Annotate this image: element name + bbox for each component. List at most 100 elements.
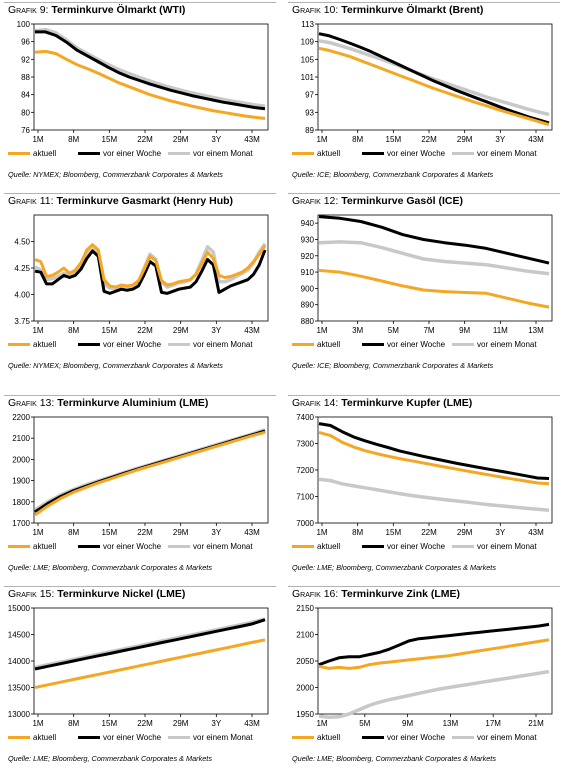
legend-label: vor einem Monat (193, 733, 253, 742)
legend-label: aktuell (317, 149, 341, 158)
y-tick-label: 96 (21, 38, 30, 47)
chart-svg: 880 890 900 910 920 930 940 1M 3M 5M 7M 9M 11M 13M (301, 214, 553, 335)
legend-label: aktuell (317, 542, 341, 551)
legend-swatch (78, 152, 100, 156)
chart-name: Terminkurve Kupfer (LME) (341, 397, 473, 409)
x-tick-label: 29M (457, 528, 473, 537)
chart-panel-10: Grafik 10: Terminkurve Ölmarkt (Brent) 89… (288, 2, 560, 192)
source-note: Quelle: LME; Bloomberg, Commerzbank Corp… (8, 563, 212, 572)
legend-label: vor einem Monat (193, 340, 253, 349)
y-tick-label: 109 (301, 38, 315, 47)
series-line-woche (318, 422, 550, 480)
legend-label: vor einem Monat (477, 149, 537, 158)
series-line-aktuell (34, 49, 266, 120)
x-tick-label: 15M (102, 528, 118, 537)
series-line-aktuell (318, 46, 550, 127)
legend-swatch (8, 343, 30, 347)
legend-item: vor einer Woche (78, 149, 161, 158)
chart-svg: 13000 13500 14000 14500 15000 1M 8M 15M 22M 29M 3Y… (8, 604, 269, 728)
y-tick-label: 88 (21, 73, 30, 82)
series-line-aktuell (34, 243, 267, 289)
series-line-woche (318, 215, 550, 265)
legend-label: vor einem Monat (477, 340, 537, 349)
chart-panel-15: Grafik 15: Terminkurve Nickel (LME) 13000… (4, 586, 276, 776)
x-tick-label: 3Y (495, 528, 505, 537)
y-tick-label: 910 (301, 268, 315, 277)
series-line-aktuell (34, 638, 266, 689)
legend: aktuell vor einer Woche vor einem Monat (292, 542, 560, 554)
legend-swatch (452, 343, 474, 347)
x-tick-label: 22M (137, 135, 153, 144)
divider (288, 395, 560, 396)
y-tick-label: 14500 (8, 631, 31, 640)
legend-label: vor einer Woche (387, 149, 446, 158)
series-line-monat (34, 617, 266, 670)
y-tick-label: 3.75 (14, 317, 30, 326)
y-tick-label: 4.50 (14, 238, 30, 247)
y-tick-label: 4.00 (14, 291, 30, 300)
x-tick-label: 8M (68, 135, 79, 144)
chart-panel-14: Grafik 14: Terminkurve Kupfer (LME) 7000 7… (288, 395, 560, 585)
y-tick-label: 2200 (12, 413, 30, 422)
y-tick-label: 2100 (296, 631, 314, 640)
legend-swatch (362, 545, 384, 549)
chart-svg: 76 80 84 88 92 96 100 1M 8M 15M 22M 29M 3Y 43M (17, 20, 269, 144)
legend-label: vor einer Woche (387, 542, 446, 551)
plot-frame (317, 214, 553, 322)
legend: aktuell vor einer Woche vor einem Monat (8, 542, 276, 554)
legend-item: vor einem Monat (168, 733, 253, 742)
plot-area: 76 80 84 88 92 96 100 1M 8M 15M 22M 29M 3Y 43M (4, 18, 276, 156)
legend-item: vor einem Monat (168, 340, 253, 349)
plot-area: 3.75 4.00 4.25 4.50 1M 8M 15M 22M 29M 3Y 43M (4, 209, 276, 347)
plot-frame (33, 416, 269, 524)
y-tick-label: 930 (301, 235, 315, 244)
chart-number: Grafik 11: (8, 195, 54, 207)
chart-panel-11: Grafik 11: Terminkurve Gasmarkt (Henry H… (4, 193, 276, 383)
series-line-woche (318, 32, 550, 125)
series-line-aktuell (318, 638, 550, 670)
y-tick-label: 1800 (12, 498, 30, 507)
source-note: Quelle: NYMEX; Bloomberg, Commerzbank Co… (8, 361, 223, 370)
y-tick-label: 7400 (296, 413, 314, 422)
legend: aktuell vor einer Woche vor einem Monat (292, 149, 560, 161)
legend: aktuell vor einer Woche vor einem Monat (8, 733, 276, 745)
chart-title: Grafik 14: Terminkurve Kupfer (LME) (292, 397, 472, 409)
y-tick-label: 2000 (296, 684, 314, 693)
divider (4, 193, 276, 194)
legend-label: vor einer Woche (387, 733, 446, 742)
x-tick-label: 1M (32, 135, 43, 144)
legend-swatch (168, 343, 190, 347)
chart-title: Grafik 13: Terminkurve Aluminium (LME) (8, 397, 208, 409)
divider (4, 395, 276, 396)
x-tick-label: 9M (402, 719, 413, 728)
x-tick-label: 22M (421, 135, 437, 144)
chart-number: Grafik 10: (292, 4, 339, 16)
legend-swatch (292, 152, 314, 156)
chart-panel-9: Grafik 9: Terminkurve Ölmarkt (WTI) 76 80 8… (4, 2, 276, 192)
legend-label: aktuell (33, 149, 57, 158)
legend-item: vor einer Woche (78, 733, 161, 742)
chart-title: Grafik 11: Terminkurve Gasmarkt (Henry H… (8, 195, 233, 207)
x-tick-label: 3M (352, 326, 363, 335)
plot-frame (317, 607, 553, 715)
legend-swatch (292, 343, 314, 347)
y-tick-label: 7100 (296, 493, 314, 502)
legend-swatch (452, 736, 474, 740)
legend-label: vor einer Woche (387, 340, 446, 349)
y-tick-label: 13000 (8, 710, 31, 719)
legend-item: aktuell (8, 542, 56, 551)
chart-name: Terminkurve Ölmarkt (Brent) (341, 4, 484, 16)
legend-item: aktuell (292, 733, 340, 742)
legend-item: aktuell (292, 542, 340, 551)
source-note: Quelle: ICE; Bloomberg, Commerzbank Corp… (292, 170, 494, 179)
legend-label: vor einer Woche (103, 733, 162, 742)
x-tick-label: 21M (528, 719, 544, 728)
y-tick-label: 101 (301, 73, 315, 82)
x-tick-label: 1M (316, 326, 327, 335)
legend: aktuell vor einer Woche vor einem Monat (292, 733, 560, 745)
legend-item: vor einer Woche (362, 733, 445, 742)
divider (288, 2, 560, 3)
chart-panel-13: Grafik 13: Terminkurve Aluminium (LME) 17… (4, 395, 276, 585)
x-tick-label: 8M (68, 326, 79, 335)
x-tick-label: 22M (137, 719, 153, 728)
